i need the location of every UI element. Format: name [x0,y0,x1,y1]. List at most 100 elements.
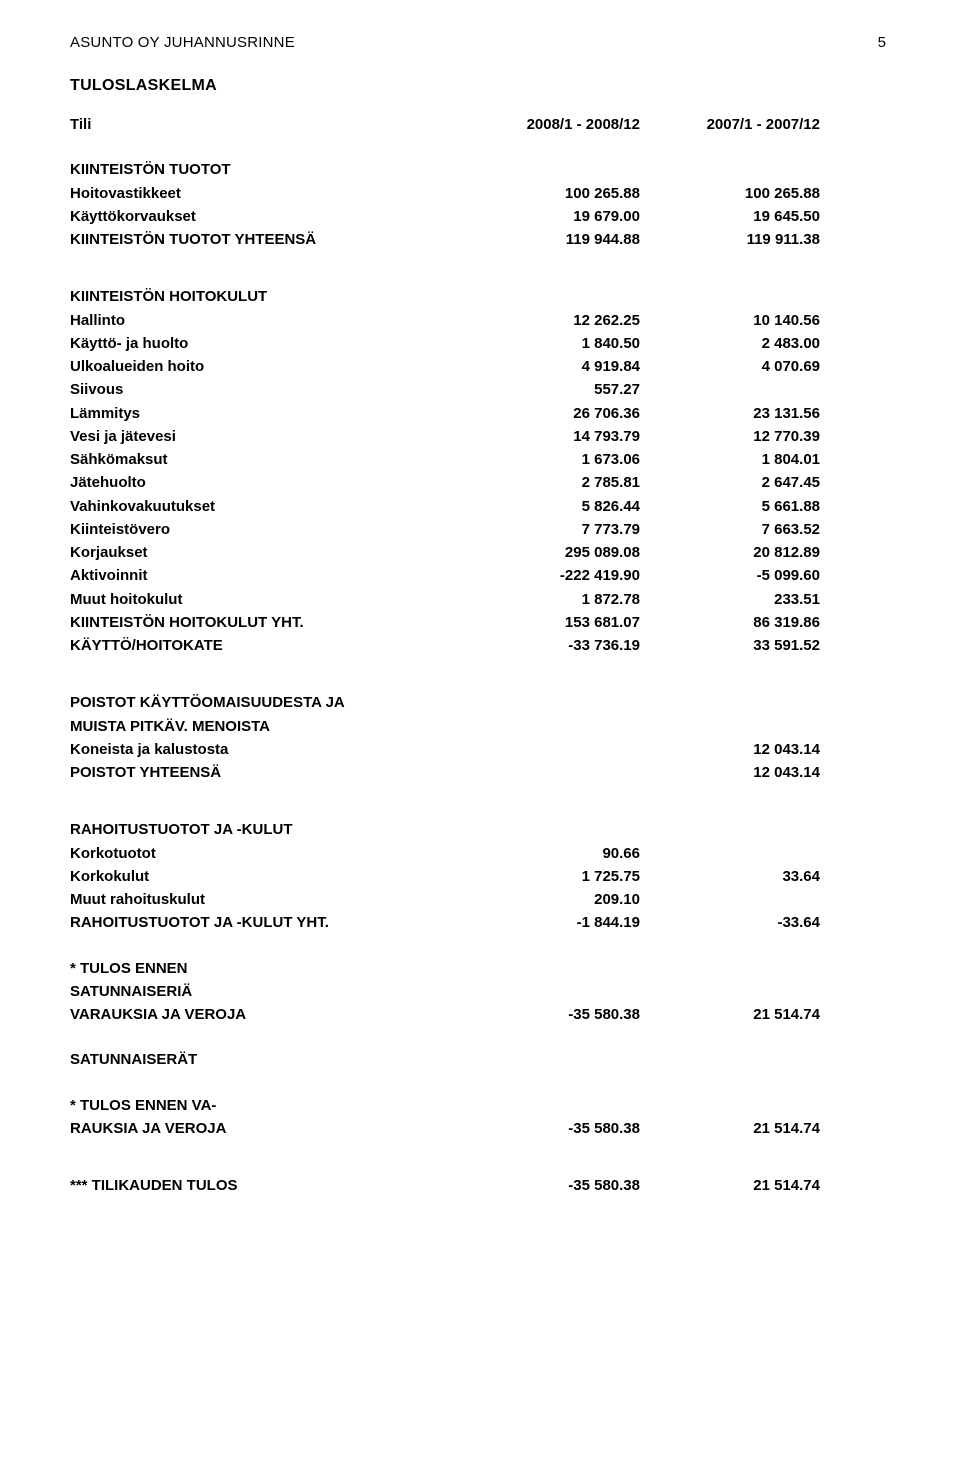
row-value2: 23 131.56 [650,402,820,425]
section-heading: SATUNNAISERÄT [70,1048,890,1071]
table-row: Muut rahoituskulut 209.10 [70,888,890,911]
row-label: Ulkoalueiden hoito [70,355,450,378]
row-label: Korkokulut [70,865,450,888]
row-value2: 2 483.00 [650,332,820,355]
row-label: KIINTEISTÖN TUOTOT YHTEENSÄ [70,228,450,251]
row-value2: 21 514.74 [650,1174,820,1197]
row-label: KIINTEISTÖN HOITOKULUT YHT. [70,611,450,634]
section5-heading2: SATUNNAISERIÄ [70,980,450,1003]
report-title: TULOSLASKELMA [70,77,890,95]
row-value1: -35 580.38 [450,1117,650,1140]
row-value2 [650,378,820,401]
row-label: Hoitovastikkeet [70,182,450,205]
row-value2: 33.64 [650,865,820,888]
row-value2 [650,842,820,865]
row-label: Lämmitys [70,402,450,425]
row-label: *** TILIKAUDEN TULOS [70,1174,450,1197]
row-value1: -35 580.38 [450,1174,650,1197]
row-value1: -1 844.19 [450,911,650,934]
row-label: Hallinto [70,309,450,332]
section2-heading: KIINTEISTÖN HOITOKULUT [70,285,450,308]
row-value1: 1 725.75 [450,865,650,888]
section-heading: RAHOITUSTUOTOT JA -KULUT [70,818,890,841]
row-value1: 100 265.88 [450,182,650,205]
table-row: Hoitovastikkeet 100 265.88 100 265.88 [70,182,890,205]
section-heading: * TULOS ENNEN VA- [70,1094,890,1117]
row-value2: 21 514.74 [650,1003,820,1026]
row-value2: -33.64 [650,911,820,934]
table-row: Vahinkovakuutukset 5 826.44 5 661.88 [70,495,890,518]
page-number: 5 [878,34,890,51]
row-value2: 21 514.74 [650,1117,820,1140]
row-label: Jätehuolto [70,471,450,494]
row-value1 [450,738,650,761]
section3-heading2: MUISTA PITKÄV. MENOISTA [70,715,450,738]
section-heading: SATUNNAISERIÄ [70,980,890,1003]
row-value2: -5 099.60 [650,564,820,587]
table-row: Vesi ja jätevesi 14 793.79 12 770.39 [70,425,890,448]
row-value2 [650,888,820,911]
row-value1 [450,761,650,784]
table-row: Sähkömaksut 1 673.06 1 804.01 [70,448,890,471]
row-value2: 233.51 [650,588,820,611]
row-value2: 119 911.38 [650,228,820,251]
row-value1: 295 089.08 [450,541,650,564]
row-value1: 153 681.07 [450,611,650,634]
row-label: Käyttökorvaukset [70,205,450,228]
section-total-row: KIINTEISTÖN TUOTOT YHTEENSÄ 119 944.88 1… [70,228,890,251]
row-label: Muut rahoituskulut [70,888,450,911]
col-header-account: Tili [70,113,450,136]
row-label: Aktivoinnit [70,564,450,587]
table-row: Lämmitys 26 706.36 23 131.56 [70,402,890,425]
section5-heading1: * TULOS ENNEN [70,957,450,980]
row-value2: 12 043.14 [650,761,820,784]
company-name: ASUNTO OY JUHANNUSRINNE [70,34,295,51]
row-value1: 7 773.79 [450,518,650,541]
row-value1: -33 736.19 [450,634,650,657]
row-value1: 1 872.78 [450,588,650,611]
row-value2: 12 043.14 [650,738,820,761]
row-value1: -35 580.38 [450,1003,650,1026]
section4-heading: RAHOITUSTUOTOT JA -KULUT [70,818,450,841]
col-header-period2: 2007/1 - 2007/12 [650,113,820,136]
section-heading: KIINTEISTÖN TUOTOT [70,158,890,181]
row-value2: 4 070.69 [650,355,820,378]
final-result-row: *** TILIKAUDEN TULOS -35 580.38 21 514.7… [70,1174,890,1197]
row-label: KÄYTTÖ/HOITOKATE [70,634,450,657]
row-label: Vahinkovakuutukset [70,495,450,518]
row-value1: 19 679.00 [450,205,650,228]
row-value1: 12 262.25 [450,309,650,332]
row-value2: 2 647.45 [650,471,820,494]
row-value1: 557.27 [450,378,650,401]
table-row: Käyttö- ja huolto 1 840.50 2 483.00 [70,332,890,355]
row-value1: 1 673.06 [450,448,650,471]
row-value2: 5 661.88 [650,495,820,518]
row-label: Muut hoitokulut [70,588,450,611]
row-label: Korkotuotot [70,842,450,865]
col-header-period1: 2008/1 - 2008/12 [450,113,650,136]
row-value2: 86 319.86 [650,611,820,634]
table-row: Muut hoitokulut 1 872.78 233.51 [70,588,890,611]
page: ASUNTO OY JUHANNUSRINNE 5 TULOSLASKELMA … [0,0,960,1467]
row-value2: 33 591.52 [650,634,820,657]
row-value1: 5 826.44 [450,495,650,518]
row-value1: 119 944.88 [450,228,650,251]
section-heading: POISTOT KÄYTTÖOMAISUUDESTA JA [70,691,890,714]
table-row: RAUKSIA JA VEROJA -35 580.38 21 514.74 [70,1117,890,1140]
table-row: Korkokulut 1 725.75 33.64 [70,865,890,888]
row-label: Korjaukset [70,541,450,564]
section-heading: KIINTEISTÖN HOITOKULUT [70,285,890,308]
section-heading: MUISTA PITKÄV. MENOISTA [70,715,890,738]
table-row: Korjaukset 295 089.08 20 812.89 [70,541,890,564]
section-total-row: KIINTEISTÖN HOITOKULUT YHT. 153 681.07 8… [70,611,890,634]
row-label: Vesi ja jätevesi [70,425,450,448]
section-total-row: RAHOITUSTUOTOT JA -KULUT YHT. -1 844.19 … [70,911,890,934]
row-value1: 4 919.84 [450,355,650,378]
section6-heading: SATUNNAISERÄT [70,1048,450,1071]
table-row: Koneista ja kalustosta 12 043.14 [70,738,890,761]
row-value1: 90.66 [450,842,650,865]
table-row: Ulkoalueiden hoito 4 919.84 4 070.69 [70,355,890,378]
row-value1: 1 840.50 [450,332,650,355]
row-value2: 10 140.56 [650,309,820,332]
row-label: Siivous [70,378,450,401]
